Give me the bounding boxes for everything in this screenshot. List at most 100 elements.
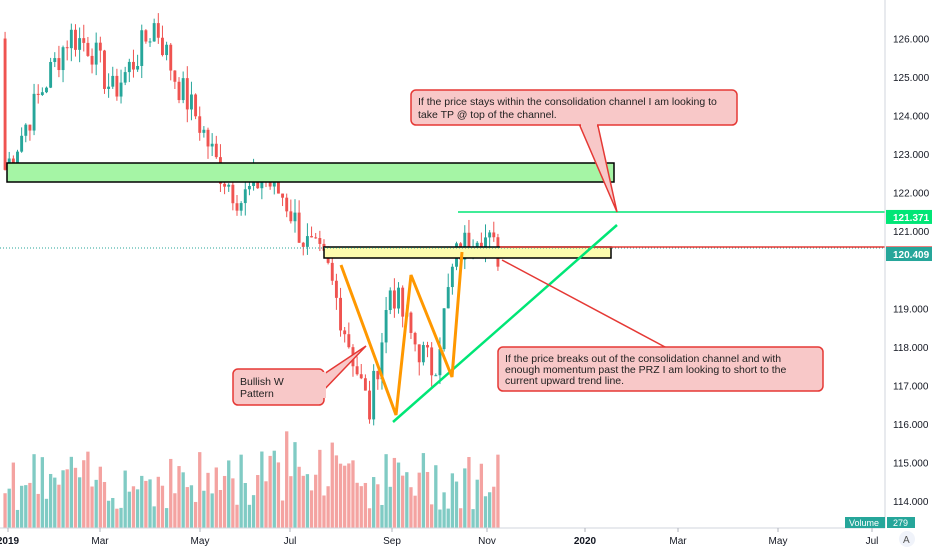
volume-bar [144, 480, 148, 528]
candle-body [107, 86, 111, 89]
volume-bar [40, 457, 45, 528]
x-tick-label: Jul [284, 536, 297, 547]
volume-bar [297, 466, 301, 528]
candle-body [74, 29, 77, 50]
time-axis[interactable] [0, 528, 932, 550]
price-label: 120.409 [893, 250, 930, 261]
candle-body [430, 347, 434, 376]
volume-bar [24, 485, 28, 528]
volume-bar [90, 486, 94, 528]
candle-body [103, 50, 106, 89]
candle-body [28, 124, 32, 131]
candle-body [243, 189, 247, 204]
candle-body [467, 232, 471, 250]
candle-body [293, 212, 297, 222]
volume-bar [475, 479, 479, 528]
price-axis[interactable] [885, 0, 932, 528]
volume-label-box [845, 517, 885, 528]
candle-body [65, 47, 69, 49]
volume-bar [77, 477, 82, 528]
volume-bar [251, 495, 256, 528]
x-tick-label: 2020 [574, 536, 597, 547]
y-tick-label: 118.000 [893, 343, 929, 354]
candle-body [119, 82, 123, 97]
volume-bar [467, 457, 471, 528]
volume-bar [305, 474, 310, 528]
volume-bar [260, 451, 264, 528]
volume-bar [343, 465, 347, 528]
candle-body [127, 61, 131, 73]
volume-bar [94, 479, 98, 528]
candle-body [235, 203, 239, 211]
volume-bar [376, 484, 380, 528]
volume-bar [351, 460, 355, 528]
y-tick-label: 116.000 [893, 420, 929, 431]
volume-bar [380, 504, 384, 528]
callout-w-pointer-join [320, 372, 326, 398]
volume-bar [177, 466, 181, 528]
consolidation-channel[interactable] [323, 246, 612, 259]
candle-body [156, 23, 160, 38]
upward-trend-line[interactable] [392, 224, 618, 423]
callout-tp[interactable] [410, 89, 738, 126]
candle-body [359, 374, 363, 379]
resistance-zone[interactable] [6, 162, 615, 183]
candle-body [372, 370, 376, 420]
y-tick-label: 115.000 [893, 458, 929, 469]
y-tick-label: 122.000 [893, 189, 930, 200]
candle-body [78, 38, 82, 50]
candle-body [401, 287, 405, 317]
candle-body [247, 185, 251, 190]
volume-bar [181, 472, 185, 528]
volume-bar [69, 456, 73, 528]
short-projection-line[interactable] [501, 259, 666, 348]
callout-short-text-line1: If the price breaks out of the consolida… [505, 353, 781, 365]
candle-body [53, 58, 57, 62]
candle-body [363, 378, 367, 391]
auto-scale-icon: A [903, 535, 910, 546]
x-tick-label: Jul [866, 536, 879, 547]
volume-bar [264, 481, 268, 528]
price-axis-ticks: 126.000 125.000 124.000 123.000 122.000 121.0… [893, 35, 930, 508]
volume-bar [164, 508, 169, 528]
volume-bar [413, 495, 417, 528]
x-tick-label: May [769, 536, 788, 547]
volume-bar [454, 481, 459, 528]
volume-bar [243, 483, 247, 528]
volume-bar [115, 508, 119, 528]
candle-body [339, 297, 342, 331]
candle-body [434, 375, 438, 377]
volume-bar [359, 486, 363, 528]
candle-body [173, 70, 177, 82]
candle-body [314, 237, 318, 239]
candle-body [334, 280, 338, 298]
volume-bar [417, 472, 421, 528]
candle-body [276, 176, 280, 194]
volume-value: 279 [893, 518, 908, 528]
volume-bar [430, 504, 434, 528]
candle-body [144, 30, 148, 42]
candle-body [57, 58, 61, 71]
auto-scale-button[interactable] [899, 531, 915, 547]
candle-body [148, 41, 152, 43]
callout-tp-pointer-join [581, 122, 597, 127]
volume-bar [44, 498, 49, 528]
volume-bar [421, 453, 426, 528]
candle-body [123, 72, 127, 83]
volume-bar [210, 493, 214, 528]
callout-short[interactable] [497, 346, 824, 392]
candle-body [397, 287, 400, 309]
candle-body [45, 87, 48, 93]
bullish-w-pattern[interactable] [339, 251, 464, 416]
candle-body [69, 29, 73, 49]
candle-body [426, 345, 429, 348]
candle-body [177, 81, 181, 101]
candle-body [115, 75, 119, 97]
volume-bar [131, 486, 136, 528]
callout-tp-text-line2: take TP @ top of the channel. [418, 109, 557, 121]
volume-bar [409, 487, 413, 528]
volume-bar [7, 488, 11, 528]
price-label: 121.371 [893, 213, 930, 224]
